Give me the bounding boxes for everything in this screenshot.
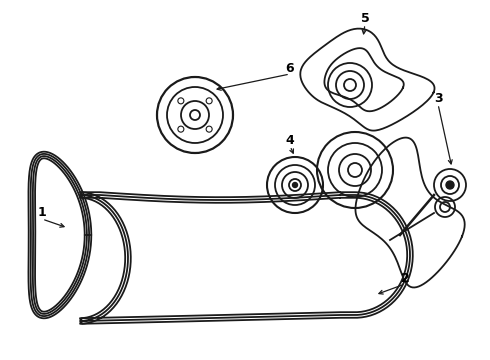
- Circle shape: [446, 181, 454, 189]
- Text: 2: 2: [401, 271, 409, 284]
- Text: 5: 5: [361, 12, 369, 24]
- Text: 1: 1: [38, 207, 47, 220]
- Circle shape: [293, 183, 297, 188]
- Text: 4: 4: [286, 134, 294, 147]
- Text: 6: 6: [286, 62, 294, 75]
- Text: 3: 3: [434, 91, 442, 104]
